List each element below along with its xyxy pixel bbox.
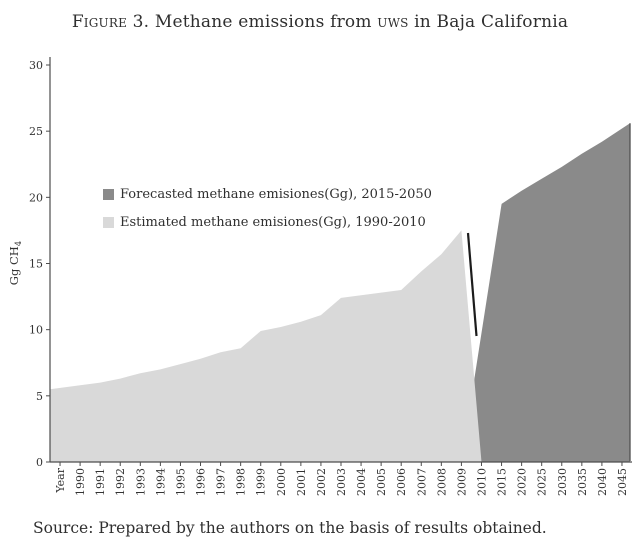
x-tick-label: 1999 xyxy=(255,468,268,496)
x-tick-label: 2005 xyxy=(375,468,388,496)
chart-legend: Forecasted methane emisiones(Gg), 2015-2… xyxy=(103,186,432,242)
y-tick-label: 0 xyxy=(36,456,43,469)
y-tick-label: 25 xyxy=(29,125,43,138)
y-tick-label: 20 xyxy=(29,191,43,204)
x-tick-label: 2001 xyxy=(295,468,308,496)
estimated-area-series xyxy=(50,230,482,462)
legend-item-estimated: Estimated methane emisiones(Gg), 1990-20… xyxy=(103,214,432,231)
y-tick-label: 10 xyxy=(29,324,43,337)
x-tick-label: 2007 xyxy=(415,468,428,496)
y-tick-label: 30 xyxy=(29,59,43,72)
x-tick-label: 1991 xyxy=(94,468,107,496)
x-tick-label: 1996 xyxy=(195,468,208,496)
x-tick-label: 2000 xyxy=(275,468,288,496)
x-tick-label: 2006 xyxy=(395,468,408,496)
legend-label-estimated: Estimated methane emisiones(Gg), 1990-20… xyxy=(120,215,426,230)
x-tick-label: 2008 xyxy=(435,468,448,496)
x-tick-label: 1997 xyxy=(215,468,228,496)
x-tick-label: 2040 xyxy=(596,468,609,496)
x-tick-label: Year xyxy=(54,467,67,493)
chart-title-uws: uws xyxy=(377,12,409,32)
x-tick-label: 2002 xyxy=(315,468,328,496)
chart-title: Figure 3. Methane emissions from uws in … xyxy=(0,12,640,32)
x-tick-label: 2009 xyxy=(455,468,468,496)
x-tick-label: 1995 xyxy=(174,468,187,496)
x-tick-label: 2025 xyxy=(536,468,549,496)
x-tick-label: 1998 xyxy=(235,468,248,496)
estimated-series-swatch-icon xyxy=(103,217,114,228)
chart-title-figure-number: Figure 3. xyxy=(71,12,150,32)
x-tick-label: 2003 xyxy=(335,468,348,496)
forecasted-series-swatch-icon xyxy=(103,189,114,200)
x-tick-label: 2035 xyxy=(576,468,589,496)
chart-title-end: in Baja California xyxy=(408,12,569,32)
source-note: Source: Prepared by the authors on the b… xyxy=(33,519,547,537)
y-tick-label: 15 xyxy=(29,258,43,271)
x-tick-label: 1994 xyxy=(154,468,167,496)
y-axis-title: Gg CH4 xyxy=(7,241,24,285)
x-tick-label: 1992 xyxy=(114,468,127,496)
transition-connector-line xyxy=(466,232,478,337)
x-tick-label: 2020 xyxy=(516,468,529,496)
chart-title-text: Methane emissions from xyxy=(149,12,378,32)
x-tick-label: 2010 xyxy=(475,468,488,496)
x-tick-label: 1993 xyxy=(134,468,147,496)
x-tick-label: 1990 xyxy=(74,468,87,496)
x-tick-label: 2045 xyxy=(616,468,629,496)
forecasted-area-series xyxy=(461,123,630,462)
x-tick-label: 2004 xyxy=(355,468,368,496)
y-tick-label: 5 xyxy=(36,390,43,403)
x-tick-label: 2015 xyxy=(496,468,509,496)
x-tick-label: 2030 xyxy=(556,468,569,496)
legend-label-forecasted: Forecasted methane emisiones(Gg), 2015-2… xyxy=(120,187,432,202)
legend-item-forecasted: Forecasted methane emisiones(Gg), 2015-2… xyxy=(103,186,432,203)
